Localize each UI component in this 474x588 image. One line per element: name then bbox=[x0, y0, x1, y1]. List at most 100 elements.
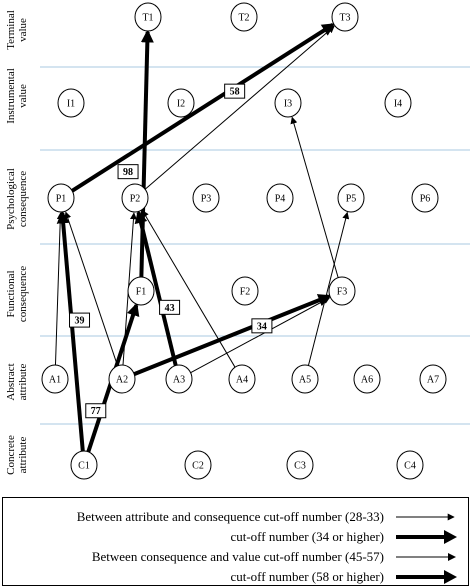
legend-arrow-heavy-2 bbox=[396, 570, 457, 584]
node-A2: A2 bbox=[108, 364, 136, 394]
row-label-functional: Functionalconsequence bbox=[5, 266, 29, 322]
svg-text:F3: F3 bbox=[337, 287, 348, 298]
node-P4: P4 bbox=[266, 183, 294, 213]
svg-text:F1: F1 bbox=[136, 287, 147, 298]
row-labels: Terminalvalue Instrumentalvalue Psychologi… bbox=[5, 10, 29, 475]
node-A4: A4 bbox=[228, 364, 256, 394]
link-P2-T3 bbox=[144, 25, 335, 190]
svg-text:58: 58 bbox=[230, 87, 240, 98]
row-label-psychological: Psychologicalconsequence bbox=[5, 168, 29, 230]
ladder-map: Terminalvalue Instrumentalvalue Psychologi… bbox=[5, 2, 470, 480]
svg-text:F2: F2 bbox=[240, 287, 251, 298]
row-label-instrumental: Instrumentalvalue bbox=[5, 68, 29, 124]
svg-text:A5: A5 bbox=[299, 375, 311, 386]
node-I2: I2 bbox=[167, 88, 195, 118]
node-P5: P5 bbox=[337, 183, 365, 213]
link-A2-F3 bbox=[133, 294, 332, 376]
node-P1: P1 bbox=[47, 183, 75, 213]
node-A3: A3 bbox=[165, 364, 193, 394]
node-T3: T3 bbox=[331, 2, 359, 32]
legend-text-2: cut-off number (34 or higher) bbox=[230, 529, 384, 544]
link-weight-labels: 39 77 34 43 98 58 bbox=[69, 83, 273, 419]
svg-text:I3: I3 bbox=[284, 99, 292, 110]
svg-text:T3: T3 bbox=[339, 13, 350, 24]
link-A3-P2 bbox=[134, 209, 178, 366]
link-weight-A2-F3: 34 bbox=[251, 318, 273, 334]
link-weight-P1-T3: 58 bbox=[224, 83, 246, 99]
legend-arrow-light-2 bbox=[396, 553, 456, 561]
link-C1-P1 bbox=[56, 210, 85, 452]
link-F1-T1 bbox=[139, 29, 154, 278]
link-weight-C1-P1: 39 bbox=[69, 312, 91, 328]
node-F1: F1 bbox=[127, 276, 155, 306]
node-I4: I4 bbox=[384, 88, 412, 118]
svg-text:C2: C2 bbox=[192, 461, 204, 472]
link-A1-P1 bbox=[54, 212, 64, 366]
link-A4-P2 bbox=[142, 210, 236, 368]
link-F3-I3 bbox=[290, 116, 339, 278]
link-A2-P1 bbox=[64, 211, 119, 366]
row-label-abstract: Abstractattribute bbox=[5, 363, 29, 400]
svg-text:C4: C4 bbox=[404, 461, 416, 472]
node-C4: C4 bbox=[396, 450, 424, 480]
node-I3: I3 bbox=[274, 88, 302, 118]
node-C1: C1 bbox=[70, 450, 98, 480]
svg-text:P6: P6 bbox=[420, 194, 431, 205]
node-T1: T1 bbox=[134, 2, 162, 32]
node-C3: C3 bbox=[286, 450, 314, 480]
node-F3: F3 bbox=[328, 276, 356, 306]
svg-text:I1: I1 bbox=[67, 99, 75, 110]
legend: Between attribute and consequence cut-of… bbox=[2, 497, 469, 586]
svg-text:77: 77 bbox=[91, 406, 101, 417]
link-weight-F1-T1: 98 bbox=[117, 164, 139, 180]
node-A7: A7 bbox=[419, 364, 447, 394]
svg-text:C3: C3 bbox=[294, 461, 306, 472]
nodes: T1 T2 T3 I1 I2 I3 I4 P1 P2 P3 P4 P5 P6 F1 F2 F3 A1 A2 A3 A4… bbox=[41, 2, 447, 480]
svg-text:43: 43 bbox=[165, 303, 175, 314]
svg-text:A1: A1 bbox=[49, 375, 61, 386]
link-A3-F3 bbox=[190, 297, 331, 374]
svg-text:A6: A6 bbox=[361, 375, 373, 386]
link-A5-P5 bbox=[307, 211, 350, 366]
node-C2: C2 bbox=[184, 450, 212, 480]
row-label-concrete: Concreteattribute bbox=[5, 435, 29, 475]
legend-text-3: Between consequence and value cut-off nu… bbox=[91, 549, 384, 564]
node-I1: I1 bbox=[57, 88, 85, 118]
node-P3: P3 bbox=[192, 183, 220, 213]
legend-row-1: Between attribute and consequence cut-of… bbox=[3, 507, 468, 527]
svg-text:A7: A7 bbox=[427, 375, 439, 386]
legend-row-3: Between consequence and value cut-off nu… bbox=[3, 547, 468, 567]
link-P1-T3 bbox=[71, 22, 336, 193]
node-A1: A1 bbox=[41, 364, 69, 394]
row-separators bbox=[40, 66, 470, 425]
node-P6: P6 bbox=[411, 183, 439, 213]
legend-row-2: cut-off number (34 or higher) bbox=[3, 527, 468, 547]
link-weight-A3-P2: 43 bbox=[159, 299, 181, 315]
svg-text:P2: P2 bbox=[130, 194, 141, 205]
node-F2: F2 bbox=[231, 276, 259, 306]
svg-text:A4: A4 bbox=[236, 375, 248, 386]
svg-text:P3: P3 bbox=[201, 194, 212, 205]
svg-text:A3: A3 bbox=[173, 375, 185, 386]
svg-text:P1: P1 bbox=[56, 194, 67, 205]
svg-text:C1: C1 bbox=[78, 461, 90, 472]
link-weight-C1-F1: 77 bbox=[85, 403, 107, 419]
svg-text:98: 98 bbox=[123, 167, 133, 178]
legend-arrow-light-1 bbox=[396, 513, 455, 521]
legend-arrow-heavy-1 bbox=[396, 530, 457, 544]
legend-row-4: cut-off number (58 or higher) bbox=[3, 567, 468, 587]
node-P2: P2 bbox=[121, 183, 149, 213]
svg-text:T2: T2 bbox=[238, 13, 249, 24]
svg-text:I2: I2 bbox=[177, 99, 185, 110]
row-label-terminal: Terminalvalue bbox=[5, 10, 29, 50]
svg-text:P5: P5 bbox=[346, 194, 357, 205]
svg-text:P4: P4 bbox=[275, 194, 286, 205]
svg-text:39: 39 bbox=[75, 316, 85, 327]
node-A6: A6 bbox=[353, 364, 381, 394]
svg-text:T1: T1 bbox=[142, 13, 153, 24]
node-T2: T2 bbox=[230, 2, 258, 32]
legend-text-4: cut-off number (58 or higher) bbox=[230, 569, 384, 584]
node-A5: A5 bbox=[291, 364, 319, 394]
legend-text-1: Between attribute and consequence cut-of… bbox=[76, 509, 384, 524]
svg-text:34: 34 bbox=[257, 321, 267, 332]
